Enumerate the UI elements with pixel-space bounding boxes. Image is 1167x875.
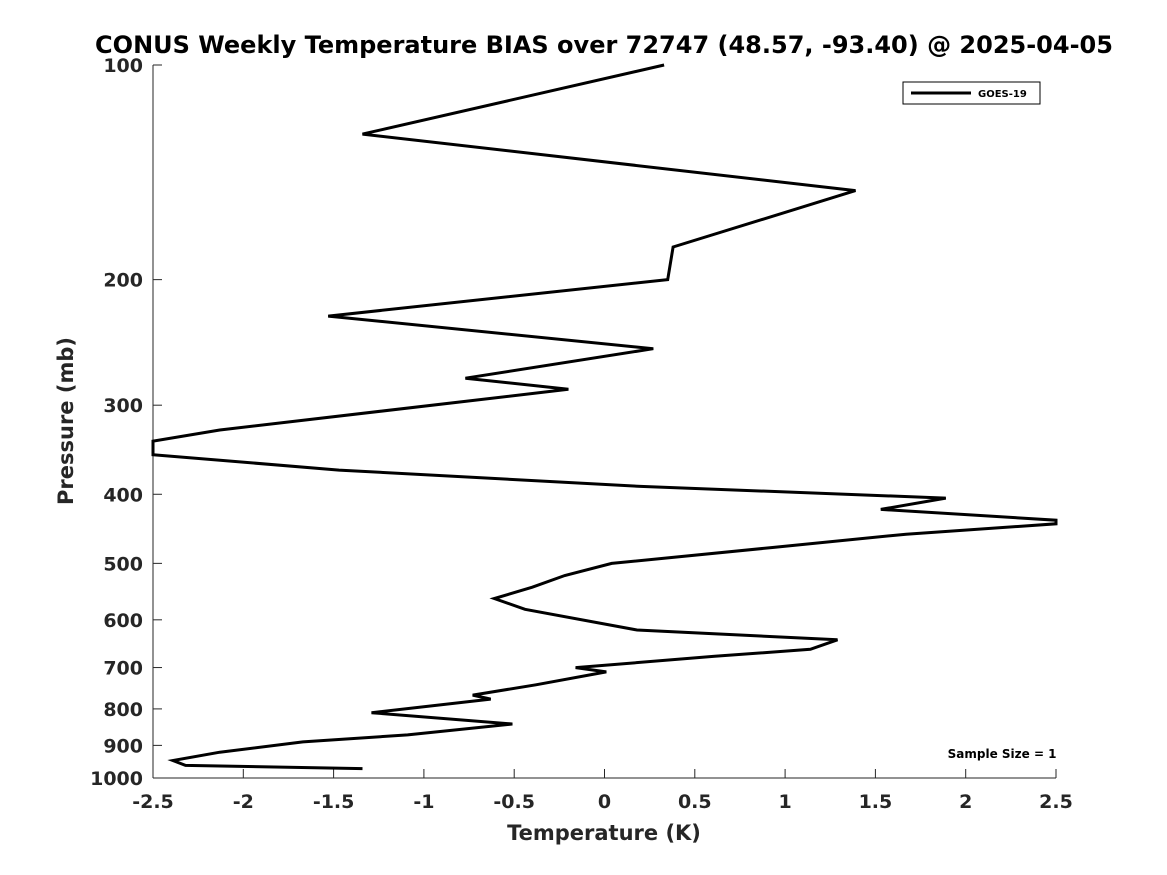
axis-ticks: -2.5 -2 -1.5 -1 -0.5 0 0.5 1 1.5 2 2.5 100 200 300 400… [90, 55, 1073, 813]
x-tick-label: 1.5 [859, 791, 893, 813]
y-tick-label: 100 [103, 55, 143, 77]
y-axis-label: Pressure (mb) [54, 337, 78, 505]
x-axis-label: Temperature (K) [507, 821, 701, 845]
legend: GOES-19 [902, 81, 1041, 105]
x-tick-label: -2.5 [132, 791, 174, 813]
y-tick-label: 600 [103, 610, 143, 632]
y-tick-label: 900 [103, 735, 143, 757]
y-tick-label: 400 [103, 484, 143, 506]
series-layer [151, 63, 1058, 771]
series-line-goes-19 [151, 63, 1058, 771]
x-tick-label: -2 [233, 791, 254, 813]
x-tick-label: 0.5 [678, 791, 712, 813]
x-tick-label: 2.5 [1039, 791, 1073, 813]
x-tick-label: 0 [598, 791, 611, 813]
legend-box [902, 81, 1041, 105]
chart-title: CONUS Weekly Temperature BIAS over 72747… [95, 31, 1113, 59]
x-tick-label: -1.5 [313, 791, 355, 813]
y-tick-label: 300 [103, 395, 143, 417]
x-tick-label: 2 [959, 791, 972, 813]
sample-size-annotation: Sample Size = 1 [948, 747, 1057, 761]
y-tick-label: 700 [103, 658, 143, 680]
y-tick-label: 1000 [90, 768, 143, 790]
y-tick-label: 800 [103, 699, 143, 721]
y-tick-label: 200 [103, 270, 143, 292]
y-tick-label: 500 [103, 553, 143, 575]
x-tick-label: -1 [413, 791, 434, 813]
x-tick-label: 1 [778, 791, 791, 813]
legend-label-goes-19: GOES-19 [978, 89, 1027, 100]
x-tick-label: -0.5 [493, 791, 535, 813]
